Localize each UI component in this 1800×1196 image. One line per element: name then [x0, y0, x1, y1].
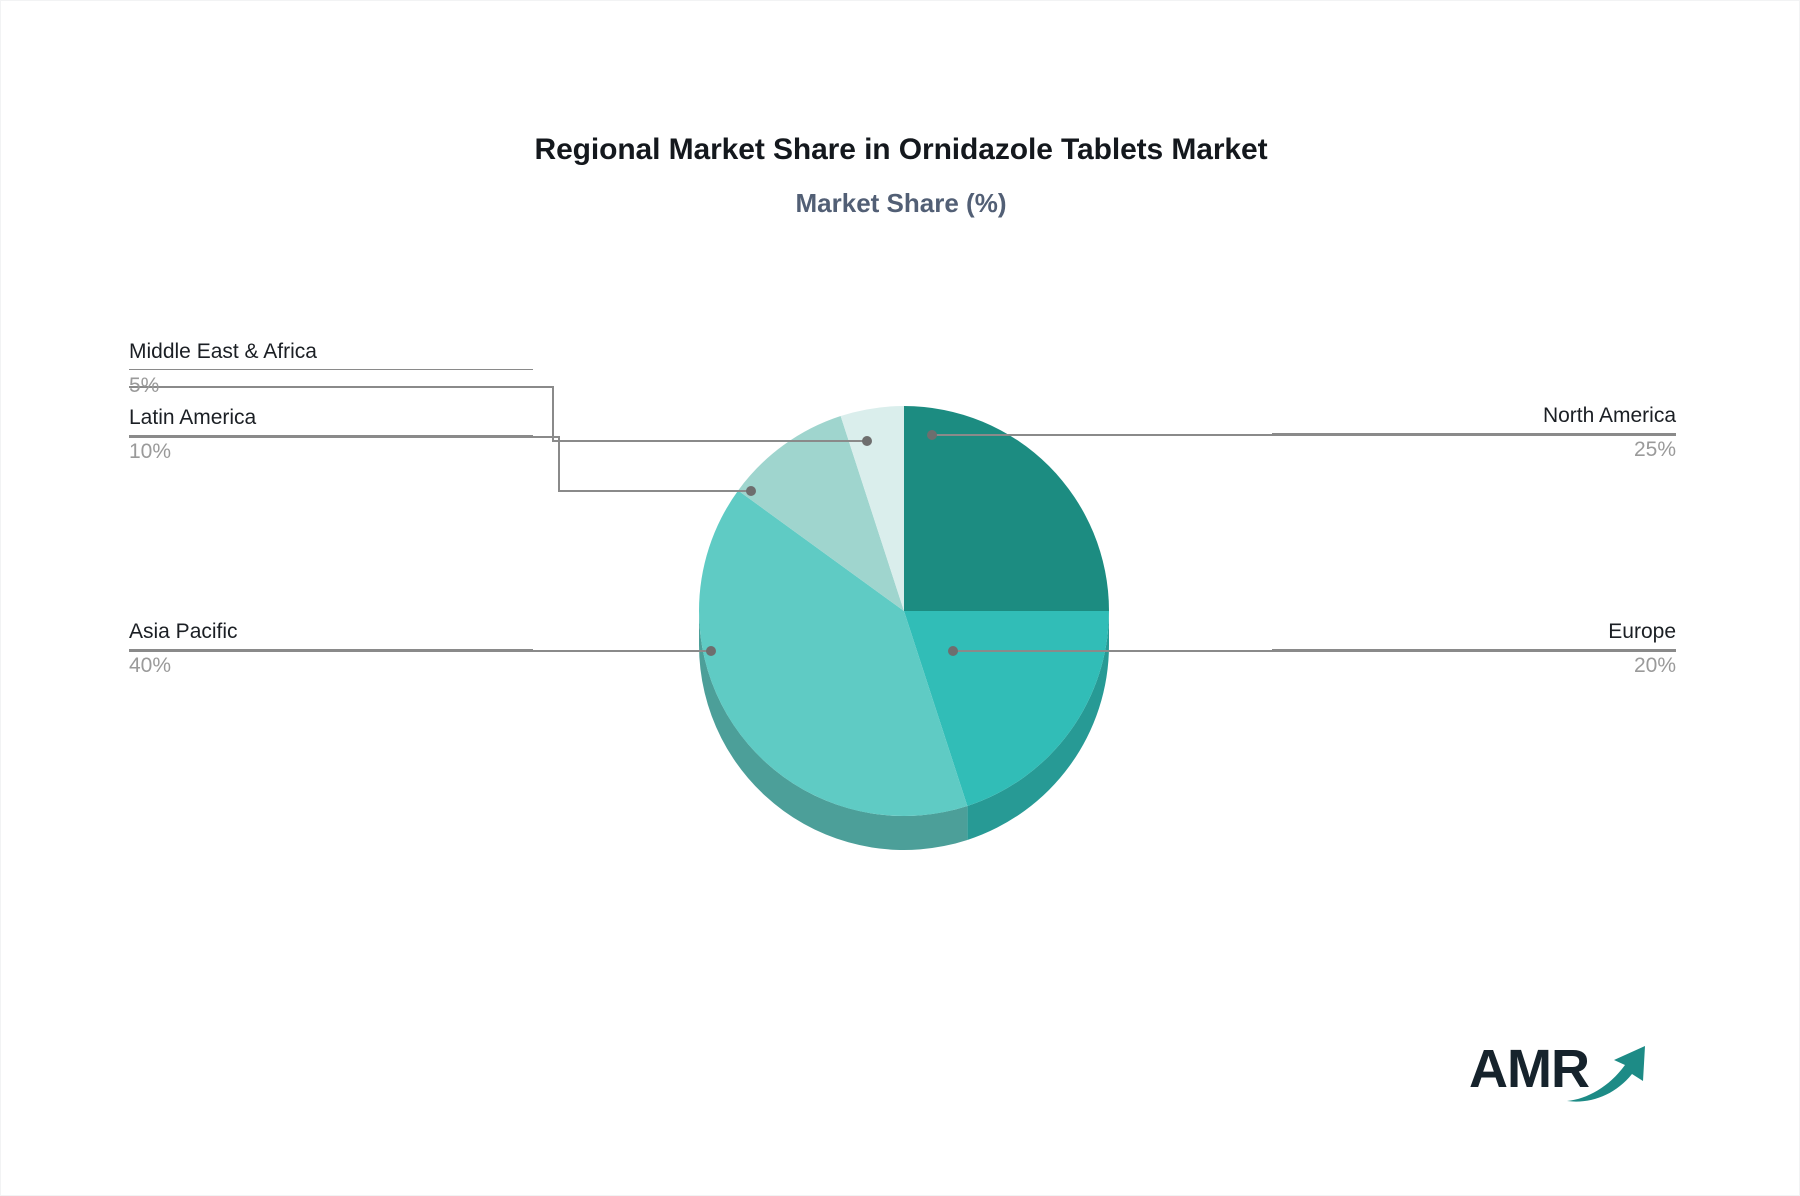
amr-logo: AMR — [1469, 1037, 1645, 1109]
callout-value-middle-east-africa: 5% — [129, 374, 160, 397]
callout-rule-latin-america — [129, 435, 533, 436]
leader-line-middle-east-africa — [129, 386, 867, 442]
callout-rule-north-america — [1272, 433, 1676, 434]
slice-latin-america[interactable] — [738, 416, 904, 611]
callout-value-europe: 20% — [1633, 654, 1676, 677]
callout-value-north-america: 25% — [1633, 438, 1676, 461]
leader-dot-europe — [948, 646, 958, 656]
slice-europe[interactable] — [904, 611, 1109, 806]
callout-value-latin-america: 10% — [129, 440, 172, 463]
callout-rule-europe — [1272, 649, 1676, 650]
chart-subtitle: Market Share (%) — [795, 188, 1007, 218]
slice-side-europe — [967, 611, 1109, 840]
callout-label-middle-east-africa: Middle East & Africa — [129, 340, 317, 363]
slice-middle-east-africa[interactable] — [840, 406, 904, 611]
leader-dot-middle-east-africa — [862, 436, 872, 446]
callout-asia-pacific[interactable]: Asia Pacific 40% — [129, 617, 533, 682]
leader-dot-asia-pacific — [706, 646, 716, 656]
page-title: Regional Market Share in Ornidazole Tabl… — [534, 133, 1268, 166]
callout-label-latin-america: Latin America — [129, 406, 257, 429]
callout-rule-asia-pacific — [129, 649, 533, 650]
leader-lines — [129, 386, 1676, 656]
callout-label-asia-pacific: Asia Pacific — [129, 620, 238, 643]
pie-3d-depth — [699, 611, 1109, 851]
slice-north-america[interactable] — [904, 406, 1109, 611]
callout-europe[interactable]: Europe 20% — [1272, 617, 1676, 682]
pie-top-face — [698, 406, 1109, 816]
callout-value-asia-pacific: 40% — [129, 654, 172, 677]
callout-rule-middle-east-africa — [129, 369, 533, 370]
callout-middle-east-africa[interactable]: Middle East & Africa 5% — [129, 337, 533, 402]
leader-dot-north-america — [927, 430, 937, 440]
growth-arrow-icon — [1567, 1046, 1645, 1102]
callout-label-north-america: North America — [1542, 404, 1676, 427]
leader-dot-latin-america — [746, 486, 756, 496]
callout-north-america[interactable]: North America 25% — [1272, 401, 1676, 466]
slice-asia-pacific[interactable] — [698, 490, 968, 816]
slice-side-asia-pacific — [699, 611, 968, 851]
callout-label-europe: Europe — [1608, 620, 1676, 643]
leader-line-latin-america — [129, 436, 751, 492]
amr-logo-text: AMR — [1469, 1039, 1590, 1099]
callout-latin-america[interactable]: Latin America 10% — [129, 403, 533, 468]
